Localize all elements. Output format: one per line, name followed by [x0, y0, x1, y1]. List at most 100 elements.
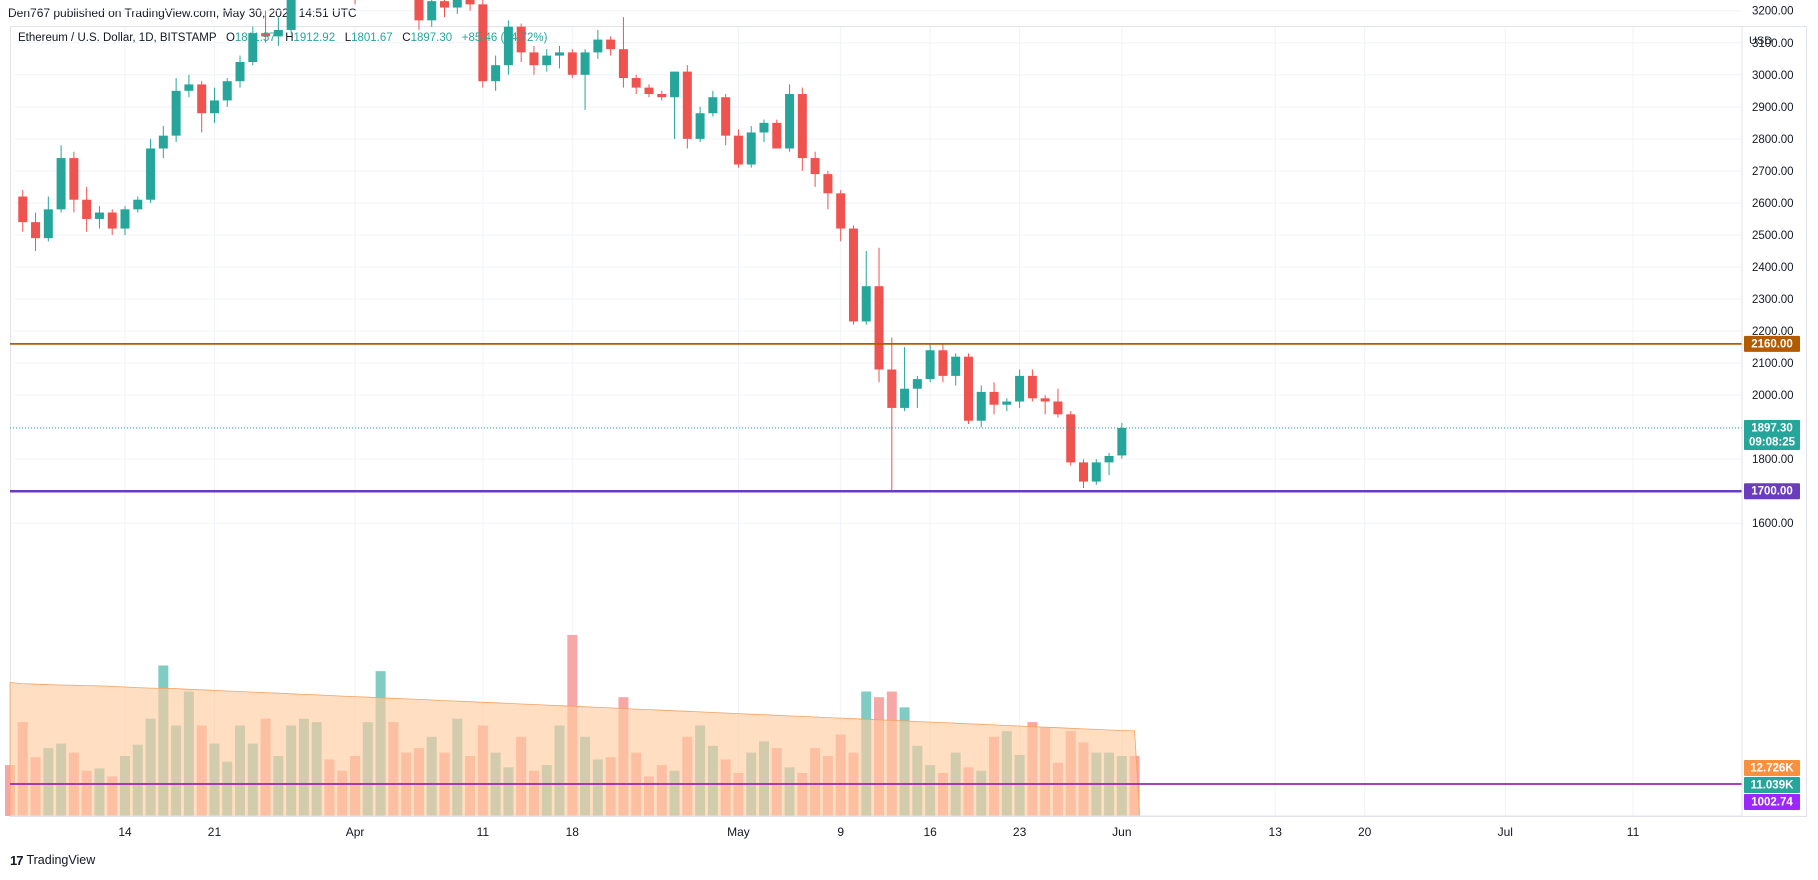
price-tick-label: 3000.00: [1752, 70, 1794, 82]
candle-body: [235, 61, 245, 82]
candle-body: [631, 78, 641, 88]
candle-body: [529, 52, 539, 66]
time-tick-label: 23: [1013, 825, 1027, 839]
price-tick-label: 3100.00: [1752, 38, 1794, 50]
candle-body: [209, 100, 219, 114]
candle-body: [593, 39, 603, 53]
candle-body: [1117, 428, 1127, 456]
support-price-label: 1700.00: [1751, 486, 1793, 498]
axes: USD1600.001700.001800.001900.002000.0021…: [10, 6, 1800, 839]
candle-body: [452, 0, 462, 8]
footer: 17 TradingView: [10, 848, 95, 872]
candle-body: [478, 4, 488, 82]
footer-brand[interactable]: TradingView: [26, 853, 96, 867]
price-tick-label: 1800.00: [1752, 454, 1794, 466]
legend-close-label: C: [402, 32, 411, 44]
volume-ma: [9, 682, 1141, 817]
candle-body: [69, 158, 79, 200]
candle-body: [286, 0, 296, 30]
candle-body: [912, 379, 922, 389]
volume-level-label: 1002.74: [1751, 797, 1793, 809]
price-tick-label: 2600.00: [1752, 198, 1794, 210]
legend-high: 1912.92: [293, 32, 336, 44]
time-tick-label: 11: [1627, 825, 1640, 839]
time-tick-label: May: [727, 825, 750, 839]
price-tick-label: 2700.00: [1752, 166, 1794, 178]
currency-label: USD: [1749, 35, 1772, 47]
candle-body: [644, 87, 654, 95]
candle-body: [248, 33, 258, 62]
volume-value-label: 11.039K: [1751, 780, 1795, 792]
candle-body: [759, 122, 769, 133]
candle-body: [733, 135, 743, 165]
candle-body: [31, 222, 41, 239]
price-tick-label: 2000.00: [1752, 390, 1794, 402]
candle-body: [1104, 455, 1114, 463]
candle-body: [43, 209, 53, 239]
candle-body: [976, 391, 986, 421]
candle-body: [1091, 462, 1101, 482]
volume-ma-area: [9, 682, 1141, 817]
candle-body: [491, 65, 501, 82]
price-tick-label: 2100.00: [1752, 358, 1794, 370]
volume-ma-label-bg: [1744, 760, 1800, 776]
price-tick-label: 2400.00: [1752, 262, 1794, 274]
candle-body: [171, 90, 181, 136]
candle-body: [82, 199, 92, 219]
time-tick-label: 13: [1269, 825, 1283, 839]
candle-body: [606, 39, 616, 50]
candle-body: [427, 1, 437, 21]
resistance-price-label-bg: [1744, 335, 1800, 352]
candle-body: [746, 132, 756, 165]
price-tick-label: 2300.00: [1752, 294, 1794, 306]
candle-body: [785, 94, 795, 149]
legend-symbol: Ethereum / U.S. Dollar, 1D, BITSTAMP: [18, 32, 217, 44]
candle-body: [836, 193, 846, 229]
candle-body: [542, 55, 552, 66]
time-tick-label: 16: [923, 825, 937, 839]
candle-body: [580, 52, 590, 75]
time-tick-label: 14: [118, 825, 132, 839]
last-price-label: 09:08:25: [1749, 437, 1796, 449]
legend-open: 1811.57: [234, 32, 276, 44]
candle-body: [963, 356, 973, 421]
candle-body: [133, 199, 143, 210]
price-tick-label: 1600.00: [1752, 518, 1794, 530]
candle-body: [197, 84, 207, 114]
time-tick-label: Jun: [1112, 825, 1131, 839]
candle-body: [810, 158, 820, 175]
candle-body: [951, 356, 961, 376]
candle-body: [657, 94, 667, 98]
legend-close: 1897.30: [410, 32, 453, 44]
grid-lines: [10, 10, 1742, 816]
candle-body: [861, 286, 871, 322]
candle-body: [107, 212, 117, 229]
candle-body: [823, 174, 833, 194]
candle-body: [120, 209, 130, 229]
candle-body: [261, 33, 271, 37]
candle-body: [158, 135, 168, 149]
candle-body: [184, 84, 194, 91]
candle-body: [887, 369, 897, 408]
candle-body: [1040, 398, 1050, 402]
candle-body: [146, 148, 156, 200]
published-header: Den767 published on TradingView.com, May…: [8, 0, 1818, 26]
price-tick-label: 2500.00: [1752, 230, 1794, 242]
last-price-label-bg: [1744, 420, 1800, 450]
candle-body: [465, 0, 475, 5]
published-text: Den767 published on TradingView.com, May…: [8, 6, 357, 20]
candle-body: [567, 52, 577, 75]
candle-body: [414, 0, 424, 21]
candle-body: [18, 196, 28, 223]
candle-body: [1079, 462, 1088, 482]
price-tick-label: 2800.00: [1752, 134, 1794, 146]
price-tick-label: 3200.00: [1752, 6, 1794, 18]
tradingview-logo-icon[interactable]: 17: [10, 852, 24, 868]
candle-body: [925, 350, 935, 380]
time-tick-label: Apr: [346, 825, 365, 839]
time-tick-label: Jul: [1498, 825, 1513, 839]
candle-body: [555, 52, 565, 56]
candle-body: [1027, 375, 1037, 399]
candlesticks: [18, 0, 1127, 492]
